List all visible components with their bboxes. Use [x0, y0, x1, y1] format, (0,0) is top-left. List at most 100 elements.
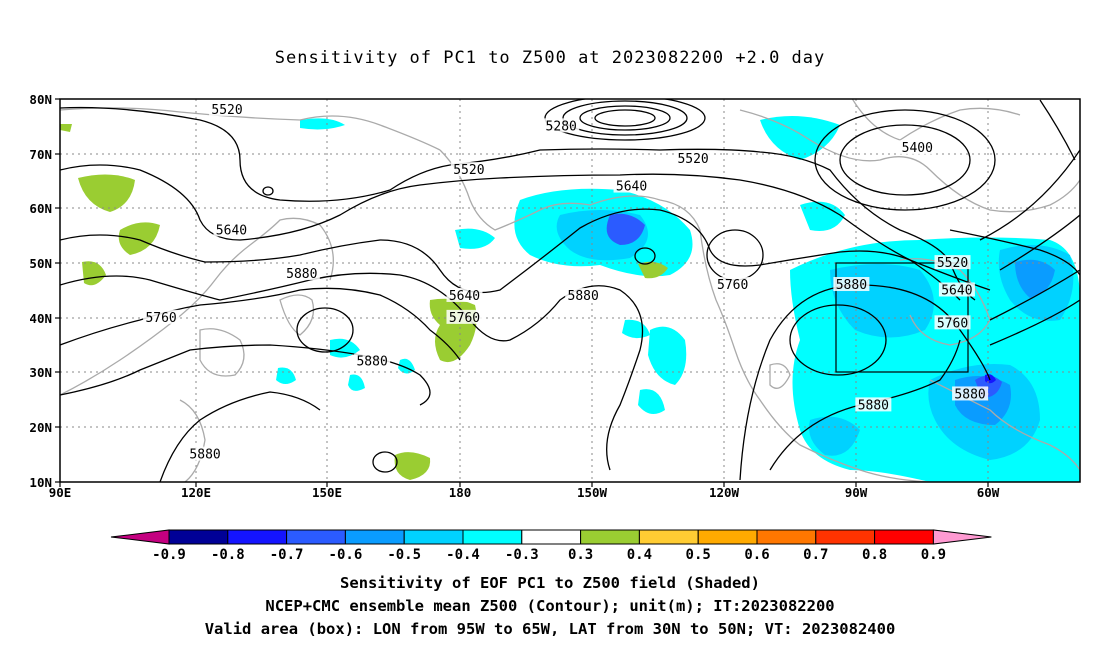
lat-label: 30N: [29, 365, 52, 380]
colorbar: -0.9 -0.8 -0.7 -0.6 -0.5 -0.4 -0.3 0.3 0.4 0.5 0.6…: [110, 529, 992, 563]
colorbar-swatch: [462, 529, 523, 545]
colorbar-label: 0.7: [803, 547, 828, 563]
contour-label: 5880: [356, 355, 387, 370]
contour-label: 5880: [189, 448, 220, 463]
contour-label: 5880: [954, 387, 985, 402]
colorbar-swatch: [227, 529, 288, 545]
contour-label-bg: [543, 118, 580, 133]
contour-label-bg: [209, 101, 246, 116]
lon-label: 150E: [312, 485, 342, 500]
colorbar-swatch: [638, 529, 699, 545]
lat-label: 60N: [29, 201, 52, 216]
colorbar-swatch: [874, 529, 934, 545]
colorbar-swatch: [756, 529, 817, 545]
contour-labels: 5520 5280 5520 5520 5400 5640 5640 5880 5640 5760…: [143, 101, 989, 463]
colorbar-high-end: [932, 529, 992, 545]
caption-shaded: Sensitivity of EOF PC1 to Z500 field (Sh…: [340, 574, 760, 592]
lon-label: 90W: [845, 485, 868, 500]
colorbar-swatch: [168, 529, 229, 545]
contour-label-bg: [446, 287, 483, 302]
lat-label: 10N: [29, 475, 52, 490]
contour-label-bg: [855, 397, 892, 412]
sensitivity-shading: [60, 116, 1080, 482]
contour-label-bg: [675, 151, 712, 166]
colorbar-swatch: [286, 529, 346, 545]
contour-label-bg: [187, 446, 224, 461]
colorbar-swatch: [403, 529, 464, 545]
lon-axis-labels: 90E 120E 150E 180 150W 120W 90W 60W: [49, 485, 1000, 500]
colorbar-label: -0.8: [211, 547, 245, 563]
contour-label-bg: [899, 140, 936, 155]
contour-label-bg: [714, 277, 751, 292]
colorbar-swatch: [521, 529, 582, 545]
contour-label-bg: [283, 266, 320, 281]
contour-label-bg: [450, 162, 487, 177]
contour-label: 5640: [616, 180, 647, 195]
contour-label: 5880: [286, 267, 317, 282]
lat-label: 40N: [29, 311, 52, 326]
lon-label: 60W: [977, 485, 1000, 500]
contour-label-bg: [446, 309, 483, 324]
caption-valid-area: Valid area (box): LON from 95W to 65W, L…: [204, 620, 896, 638]
map-frame: [59, 98, 1081, 483]
colorbar-label: -0.9: [152, 547, 186, 563]
contour-label-bg: [952, 386, 989, 401]
colorbar-swatch: [697, 529, 758, 545]
contour-label: 5880: [858, 398, 889, 413]
lat-label: 70N: [29, 147, 52, 162]
contour-label: 5280: [546, 119, 577, 134]
colorbar-label: -0.3: [505, 547, 539, 563]
lon-label: 90E: [49, 485, 72, 500]
contour-label-bg: [354, 353, 391, 368]
colorbar-label: 0.9: [921, 547, 946, 563]
colorbar-label: -0.6: [329, 547, 363, 563]
colorbar-label: 0.4: [627, 547, 652, 563]
contour-label: 5640: [449, 289, 480, 304]
contour-label: 5880: [836, 278, 867, 293]
colorbar-label: -0.5: [387, 547, 421, 563]
lat-axis-labels: 80N 70N 60N 50N 40N 30N 20N 10N: [29, 92, 52, 490]
contour-label-bg: [833, 277, 870, 292]
lat-label: 80N: [29, 92, 52, 107]
contour-label: 5760: [145, 311, 176, 326]
contour-label: 5760: [937, 316, 968, 331]
colorbar-label: -0.7: [270, 547, 304, 563]
contour-label-bg: [934, 255, 971, 270]
contour-label-bg: [934, 315, 971, 330]
colorbar-swatch: [344, 529, 405, 545]
colorbar-label: 0.5: [686, 547, 711, 563]
contour-label-bg: [143, 309, 180, 324]
colorbar-label: 0.8: [862, 547, 887, 563]
lon-label: 120W: [709, 485, 740, 500]
colorbar-swatch: [580, 529, 640, 545]
contour-label: 5400: [902, 141, 933, 156]
contour-label: 5640: [216, 223, 247, 238]
coastlines: [60, 99, 1080, 482]
lon-label: 120E: [181, 485, 211, 500]
colorbar-label: 0.3: [568, 547, 593, 563]
contour-label: 5760: [717, 278, 748, 293]
contour-label: 5520: [937, 256, 968, 271]
lat-label: 20N: [29, 420, 52, 435]
contour-label: 5520: [677, 152, 708, 167]
colorbar-label: 0.6: [744, 547, 769, 563]
colorbar-label: -0.4: [446, 547, 480, 563]
contour-label: 5640: [941, 284, 972, 299]
caption-contour: NCEP+CMC ensemble mean Z500 (Contour); u…: [265, 597, 835, 615]
contour-label: 5520: [211, 103, 242, 118]
contour-label: 5880: [568, 289, 599, 304]
lat-label: 50N: [29, 256, 52, 271]
contour-label-bg: [565, 287, 602, 302]
plot-title: Sensitivity of PC1 to Z500 at 2023082200…: [274, 48, 826, 68]
lon-label: 180: [449, 485, 472, 500]
colorbar-swatch: [815, 529, 876, 545]
contour-label-bg: [213, 222, 250, 237]
graticule: [60, 99, 1080, 482]
contour-label-bg: [613, 178, 650, 193]
contour-label-bg: [938, 282, 975, 297]
colorbar-low-end: [110, 529, 170, 545]
contour-label: 5520: [453, 163, 484, 178]
contour-label: 5760: [449, 311, 480, 326]
lon-label: 150W: [577, 485, 608, 500]
